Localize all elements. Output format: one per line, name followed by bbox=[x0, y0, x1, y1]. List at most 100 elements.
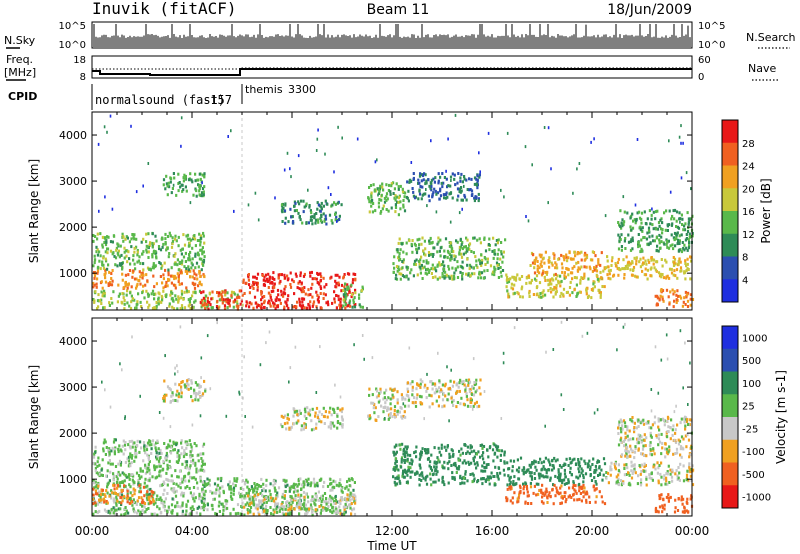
data-cell bbox=[303, 205, 306, 209]
data-cell bbox=[665, 276, 668, 280]
data-cell bbox=[95, 282, 98, 286]
data-cell bbox=[283, 305, 286, 309]
data-cell bbox=[513, 283, 516, 287]
data-cell bbox=[193, 234, 196, 237]
data-cell bbox=[177, 395, 180, 399]
data-cell bbox=[253, 494, 256, 498]
data-cell bbox=[174, 252, 177, 256]
scatter-cell bbox=[531, 163, 533, 167]
data-cell bbox=[640, 238, 643, 242]
data-cell bbox=[126, 236, 129, 240]
data-cell bbox=[211, 491, 214, 495]
data-cell bbox=[123, 299, 126, 302]
data-cell bbox=[295, 421, 298, 425]
data-cell bbox=[344, 282, 347, 286]
data-cell bbox=[621, 218, 624, 222]
data-cell bbox=[115, 501, 118, 505]
data-cell bbox=[94, 445, 97, 449]
data-cell bbox=[150, 500, 153, 504]
data-cell bbox=[394, 476, 397, 480]
data-cell bbox=[152, 262, 155, 266]
data-cell bbox=[230, 487, 233, 491]
data-cell bbox=[210, 297, 213, 301]
data-cell bbox=[275, 494, 278, 497]
data-cell bbox=[439, 238, 442, 242]
data-cell bbox=[229, 512, 232, 516]
data-cell bbox=[629, 240, 632, 244]
data-cell bbox=[469, 274, 472, 278]
data-cell bbox=[679, 266, 683, 270]
data-cell bbox=[473, 182, 476, 186]
data-cell bbox=[538, 253, 541, 257]
data-cell bbox=[425, 181, 428, 185]
data-cell bbox=[133, 277, 137, 281]
data-cell bbox=[431, 263, 434, 267]
data-cell bbox=[298, 409, 301, 413]
data-cell bbox=[542, 294, 545, 298]
data-cell bbox=[187, 378, 190, 381]
data-cell bbox=[499, 266, 502, 269]
data-cell bbox=[683, 296, 686, 300]
data-cell bbox=[272, 479, 275, 483]
data-cell bbox=[259, 491, 262, 495]
data-cell bbox=[193, 237, 197, 241]
data-cell bbox=[600, 276, 603, 280]
data-cell bbox=[422, 259, 425, 263]
data-cell bbox=[455, 471, 458, 474]
data-cell bbox=[280, 273, 283, 277]
data-cell bbox=[322, 508, 325, 512]
scatter-cell bbox=[593, 137, 595, 141]
data-cell bbox=[459, 190, 462, 194]
colorbar-swatch bbox=[722, 233, 738, 257]
data-cell bbox=[660, 258, 663, 261]
data-cell bbox=[503, 453, 506, 457]
data-cell bbox=[620, 221, 623, 225]
data-cell bbox=[122, 480, 125, 484]
data-cell bbox=[232, 507, 235, 511]
data-cell bbox=[671, 288, 674, 292]
data-cell bbox=[217, 504, 220, 508]
data-cell bbox=[118, 494, 121, 497]
data-cell bbox=[178, 181, 181, 184]
data-cell bbox=[194, 254, 197, 258]
data-cell bbox=[202, 296, 205, 300]
data-cell bbox=[147, 232, 150, 236]
data-cell bbox=[256, 303, 259, 307]
data-cell bbox=[258, 499, 261, 503]
data-cell bbox=[402, 250, 405, 254]
data-cell bbox=[395, 443, 398, 447]
data-cell bbox=[553, 273, 556, 277]
data-cell bbox=[451, 475, 454, 479]
data-cell bbox=[208, 478, 211, 482]
data-cell bbox=[134, 267, 137, 271]
data-cell bbox=[451, 266, 454, 270]
data-cell bbox=[621, 224, 624, 228]
data-cell bbox=[242, 278, 245, 282]
data-cell bbox=[179, 486, 182, 490]
data-cell bbox=[162, 480, 165, 484]
data-cell bbox=[298, 482, 301, 486]
data-cell bbox=[295, 305, 298, 309]
data-cell bbox=[122, 452, 125, 456]
data-cell bbox=[94, 480, 97, 484]
data-cell bbox=[327, 501, 330, 505]
data-cell bbox=[411, 385, 414, 389]
data-cell bbox=[479, 378, 482, 382]
data-cell bbox=[140, 305, 143, 308]
data-cell bbox=[318, 497, 322, 501]
data-cell bbox=[153, 297, 156, 301]
data-cell bbox=[453, 177, 456, 181]
data-cell bbox=[661, 273, 664, 276]
data-cell bbox=[461, 180, 464, 184]
data-cell bbox=[252, 282, 255, 286]
data-cell bbox=[146, 279, 149, 283]
data-cell bbox=[406, 390, 410, 393]
data-cell bbox=[318, 419, 321, 423]
data-cell bbox=[368, 200, 371, 204]
data-cell bbox=[182, 176, 185, 180]
data-cell bbox=[215, 305, 219, 308]
data-cell bbox=[317, 498, 321, 502]
data-cell bbox=[448, 386, 451, 390]
data-cell bbox=[179, 505, 182, 509]
data-cell bbox=[281, 507, 284, 511]
